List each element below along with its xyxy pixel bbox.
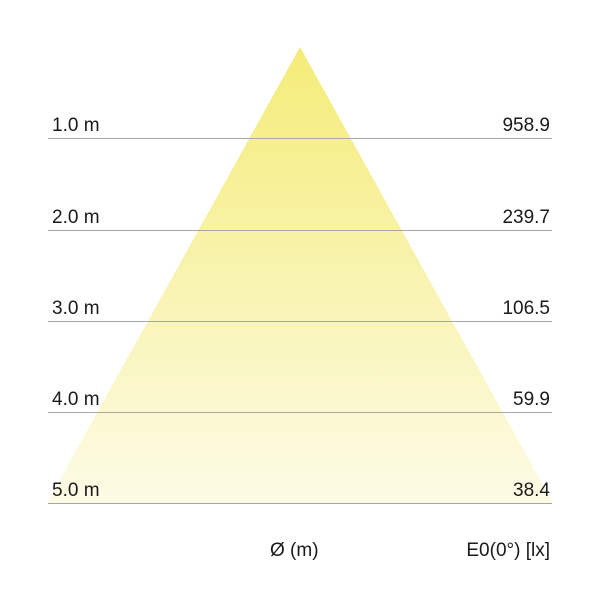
distance-line <box>48 503 552 504</box>
distance-label: 3.0 m <box>52 298 100 319</box>
illuminance-value: 239.7 <box>502 207 550 228</box>
distance-label: 4.0 m <box>52 389 100 410</box>
diameter-label: Ø (m) <box>270 540 319 561</box>
illuminance-value: 38.4 <box>513 480 550 501</box>
distance-label: 1.0 m <box>52 115 100 136</box>
cone-triangle <box>47 47 553 503</box>
illuminance-value: 958.9 <box>502 115 550 136</box>
distance-line <box>48 412 552 413</box>
illuminance-label: E0(0°) [lx] <box>466 540 550 561</box>
illuminance-value: 59.9 <box>513 389 550 410</box>
distance-line <box>48 321 552 322</box>
distance-line <box>48 230 552 231</box>
distance-label: 5.0 m <box>52 480 100 501</box>
illuminance-value: 106.5 <box>502 298 550 319</box>
distance-label: 2.0 m <box>52 207 100 228</box>
distance-line <box>48 138 552 139</box>
